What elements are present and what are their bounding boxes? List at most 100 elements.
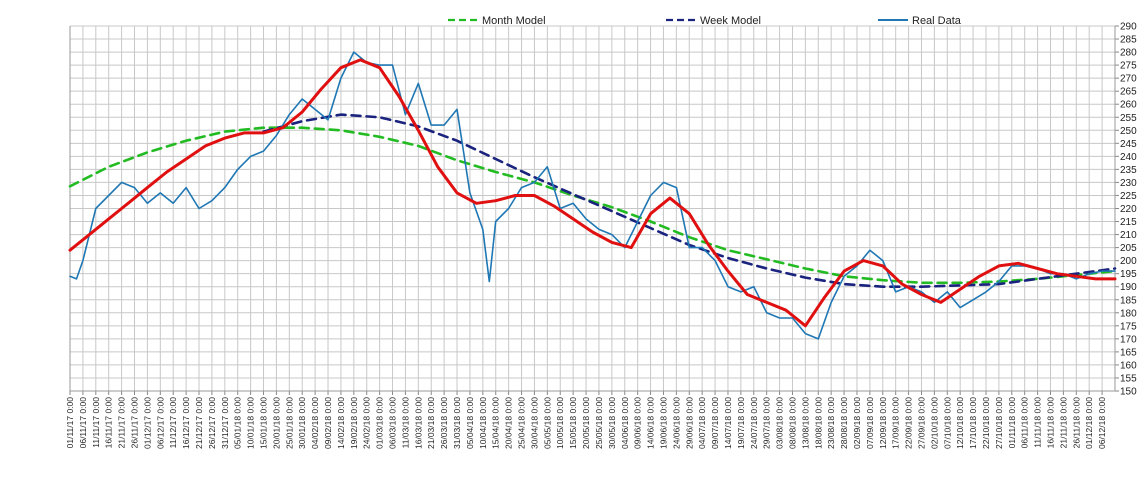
y-tick-label: 160: [1120, 360, 1137, 371]
legend-label: Week Model: [700, 15, 761, 27]
y-tick-label: 215: [1120, 217, 1137, 228]
y-tick-label: 190: [1120, 282, 1137, 293]
y-tick-label: 200: [1120, 256, 1137, 267]
x-tick-label: 30/01/18 0:00: [297, 397, 307, 449]
x-tick-label: 05/04/18 0:00: [465, 397, 475, 449]
x-tick-label: 24/06/18 0:00: [671, 397, 681, 449]
x-tick-label: 26/11/18 0:00: [1071, 397, 1081, 449]
x-tick-label: 29/07/18 0:00: [762, 397, 772, 449]
x-tick-label: 19/02/18 0:00: [349, 397, 359, 449]
x-tick-label: 12/09/18 0:00: [878, 397, 888, 449]
series-line-trend-3: [68, 58, 1117, 328]
y-tick-label: 165: [1120, 347, 1137, 358]
x-tick-label: 20/04/18 0:00: [504, 397, 514, 449]
series-lines: [68, 51, 1117, 340]
x-tick-label: 12/10/18 0:00: [955, 397, 965, 449]
x-tick-label: 22/10/18 0:00: [981, 397, 991, 449]
x-tick-label: 26/11/17 0:00: [130, 397, 140, 449]
x-tick-label: 04/06/18 0:00: [620, 397, 630, 449]
y-tick-label: 245: [1120, 139, 1137, 150]
x-tick-label: 28/08/18 0:00: [839, 397, 849, 449]
y-tick-label: 255: [1120, 113, 1137, 124]
x-tick-label: 01/03/18 0:00: [375, 397, 385, 449]
y-tick-label: 250: [1120, 126, 1137, 137]
x-tick-label: 10/05/18 0:00: [555, 397, 565, 449]
y-tick-label: 195: [1120, 269, 1137, 280]
x-tick-label: 01/11/18 0:00: [1007, 397, 1017, 449]
y-tick-label: 150: [1120, 387, 1137, 398]
x-tick-label: 15/04/18 0:00: [491, 397, 501, 449]
x-tick-label: 06/12/18 0:00: [1097, 397, 1107, 449]
x-tick-label: 17/09/18 0:00: [891, 397, 901, 449]
x-tick-label: 27/09/18 0:00: [916, 397, 926, 449]
y-tick-label: 235: [1120, 165, 1137, 176]
y-axis-tick-labels: 290 285 280 275 270 265 260 255 250 245 240 235 230 2…: [1120, 22, 1137, 398]
x-tick-label: 19/06/18 0:00: [658, 397, 668, 449]
y-tick-label: 205: [1120, 243, 1137, 254]
x-tick-label: 14/07/18 0:00: [723, 397, 733, 449]
x-tick-label: 07/09/18 0:00: [865, 397, 875, 449]
y-tick-label: 275: [1120, 61, 1137, 72]
x-tick-label: 16/11/17 0:00: [104, 397, 114, 449]
x-tick-label: 19/07/18 0:00: [736, 397, 746, 449]
x-tick-label: 26/12/17 0:00: [207, 397, 217, 449]
x-tick-label: 06/03/18 0:00: [388, 397, 398, 449]
x-tick-label: 04/02/18 0:00: [310, 397, 320, 449]
y-tick-label: 285: [1120, 35, 1137, 46]
x-tick-label: 14/06/18 0:00: [646, 397, 656, 449]
y-tick-label: 225: [1120, 191, 1137, 202]
x-tick-label: 11/03/18 0:00: [400, 397, 410, 449]
x-tick-label: 31/12/17 0:00: [220, 397, 230, 449]
y-tick-label: 175: [1120, 321, 1137, 332]
y-tick-label: 270: [1120, 74, 1137, 85]
x-tick-label: 18/08/18 0:00: [813, 397, 823, 449]
x-tick-label: 01/12/18 0:00: [1084, 397, 1094, 449]
x-tick-label: 02/09/18 0:00: [852, 397, 862, 449]
x-tick-label: 16/11/18 0:00: [1045, 397, 1055, 449]
x-tick-label: 20/01/18 0:00: [271, 397, 281, 449]
x-tick-label: 20/05/18 0:00: [581, 397, 591, 449]
x-tick-label: 15/01/18 0:00: [259, 397, 269, 449]
x-tick-label: 08/08/18 0:00: [787, 397, 797, 449]
x-tick-label: 21/03/18 0:00: [426, 397, 436, 449]
x-axis-tick-labels: 01/11/17 0:00 06/11/17 0:00 11/11/17 0:00 1…: [65, 397, 1107, 449]
x-tick-label: 01/11/17 0:00: [65, 397, 75, 449]
x-tick-label: 22/09/18 0:00: [904, 397, 914, 449]
x-tick-label: 25/05/18 0:00: [594, 397, 604, 449]
x-tick-label: 03/08/18 0:00: [775, 397, 785, 449]
x-tick-label: 09/02/18 0:00: [323, 397, 333, 449]
x-tick-label: 21/11/17 0:00: [117, 397, 127, 449]
x-tick-label: 04/07/18 0:00: [697, 397, 707, 449]
legend-label: Month Model: [482, 15, 546, 27]
x-tick-label: 25/04/18 0:00: [517, 397, 527, 449]
x-tick-label: 09/07/18 0:00: [710, 397, 720, 449]
x-tick-label: 11/12/17 0:00: [168, 397, 178, 449]
y-tick-label: 185: [1120, 295, 1137, 306]
axes: [69, 25, 1119, 395]
y-tick-label: 280: [1120, 48, 1137, 59]
y-tick-label: 240: [1120, 152, 1137, 163]
x-tick-label: 30/04/18 0:00: [529, 397, 539, 449]
x-tick-label: 13/08/18 0:00: [800, 397, 810, 449]
x-tick-label: 11/11/18 0:00: [1033, 397, 1043, 448]
x-tick-label: 25/01/18 0:00: [284, 397, 294, 449]
x-tick-label: 10/04/18 0:00: [478, 397, 488, 449]
x-tick-label: 16/12/17 0:00: [181, 397, 191, 449]
x-tick-label: 16/03/18 0:00: [413, 397, 423, 449]
x-tick-label: 30/05/18 0:00: [607, 397, 617, 449]
legend: Month Model Week Model Real Data: [448, 15, 962, 27]
y-tick-label: 170: [1120, 334, 1137, 345]
x-tick-label: 02/10/18 0:00: [929, 397, 939, 449]
y-tick-label: 155: [1120, 373, 1137, 384]
x-tick-label: 06/11/17 0:00: [78, 397, 88, 449]
x-tick-label: 24/07/18 0:00: [749, 397, 759, 449]
x-tick-label: 24/02/18 0:00: [362, 397, 372, 449]
y-tick-label: 260: [1120, 100, 1137, 111]
y-tick-label: 180: [1120, 308, 1137, 319]
x-tick-label: 23/08/18 0:00: [826, 397, 836, 449]
x-tick-label: 21/11/18 0:00: [1058, 397, 1068, 449]
x-tick-label: 26/03/18 0:00: [439, 397, 449, 449]
x-tick-label: 29/06/18 0:00: [684, 397, 694, 449]
x-tick-label: 14/02/18 0:00: [336, 397, 346, 449]
x-tick-label: 07/10/18 0:00: [942, 397, 952, 449]
